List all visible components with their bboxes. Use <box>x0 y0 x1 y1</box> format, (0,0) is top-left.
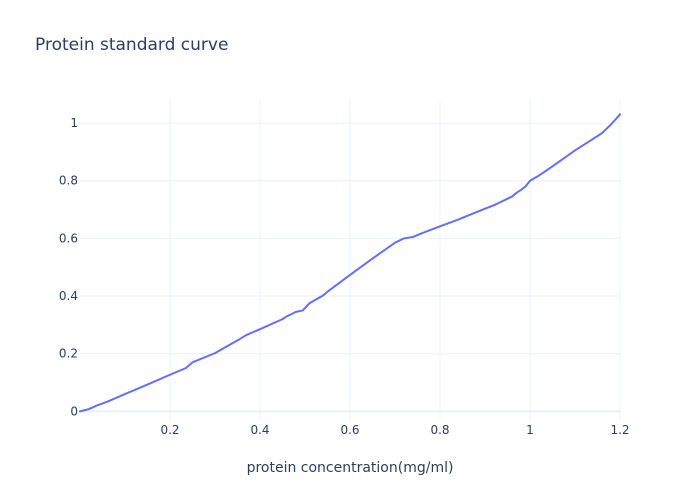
x-tick-label: 1 <box>526 423 534 437</box>
x-tick-label: 0.4 <box>250 423 269 437</box>
x-tick-label: 0.2 <box>160 423 179 437</box>
chart-title: Protein standard curve <box>35 35 228 55</box>
y-axis-ticks: 0 0.2 0.4 0.6 0.8 1 <box>59 116 78 418</box>
y-tick-label: 0.8 <box>59 174 78 188</box>
y-tick-label: 0.6 <box>59 231 78 245</box>
x-tick-label: 1.2 <box>610 423 629 437</box>
series-line[interactable] <box>79 113 621 413</box>
x-tick-label: 0.6 <box>340 423 359 437</box>
y-tick-label: 0.2 <box>59 347 78 361</box>
plot-area[interactable] <box>79 113 621 413</box>
y-tick-label: 1 <box>70 116 78 130</box>
y-tick-label: 0 <box>70 404 78 418</box>
x-tick-label: 0.8 <box>430 423 449 437</box>
grid-lines <box>80 100 621 420</box>
x-axis-ticks: 0.2 0.4 0.6 0.8 1 1.2 <box>160 423 629 437</box>
y-tick-label: 0.4 <box>59 289 78 303</box>
x-axis-title: protein concentration(mg/ml) <box>247 460 454 476</box>
